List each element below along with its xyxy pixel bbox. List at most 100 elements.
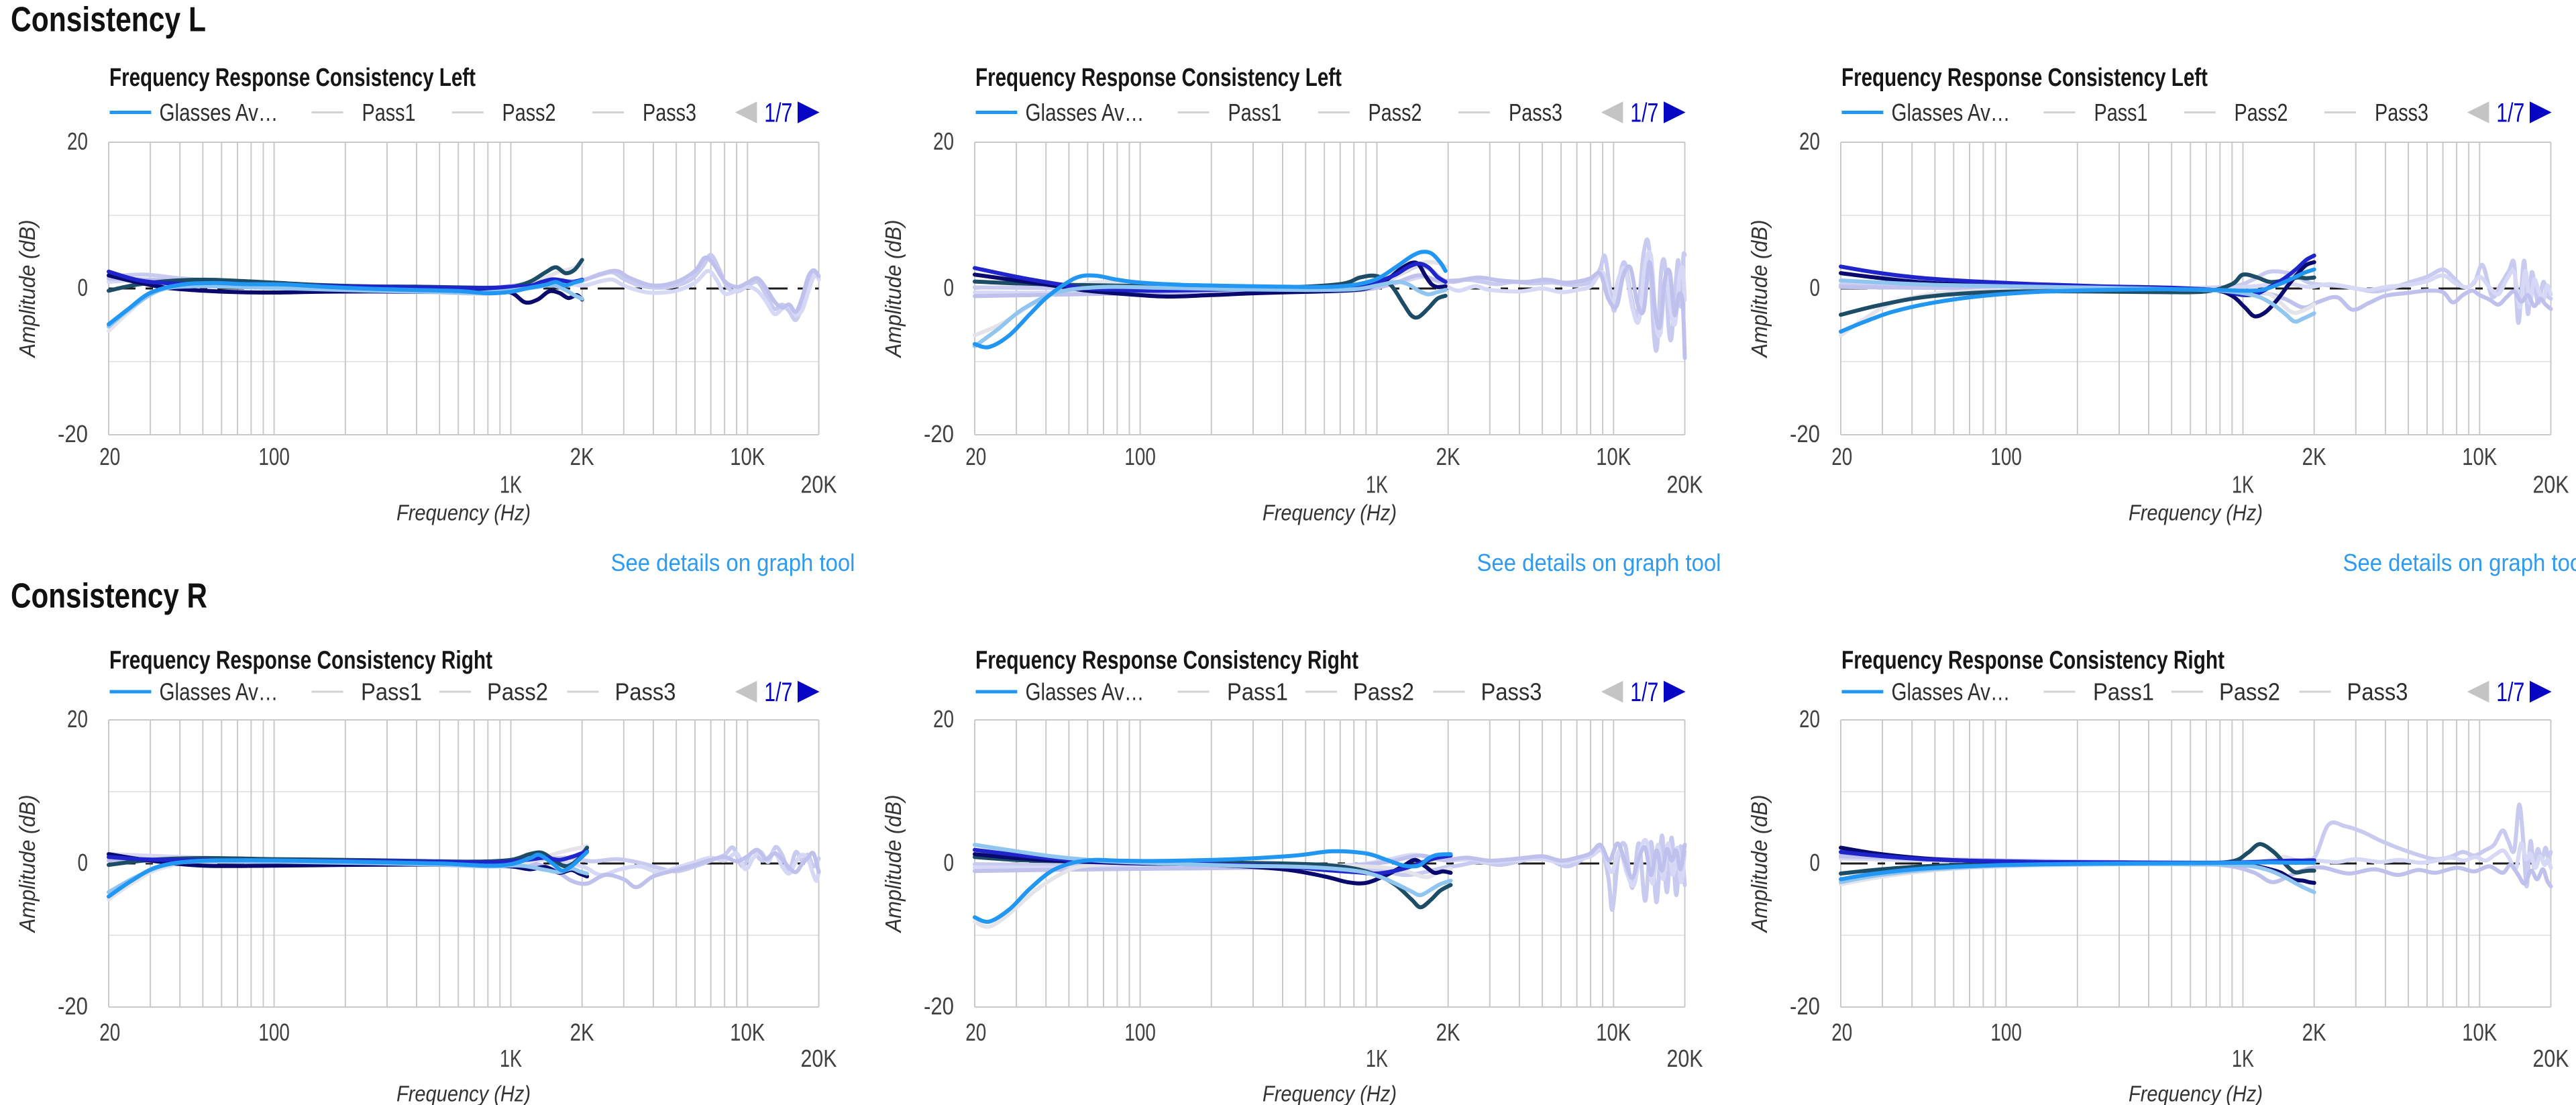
svg-text:Consistency R: Consistency R <box>11 577 207 616</box>
svg-text:Consistency L: Consistency L <box>11 1 206 40</box>
svg-text:1/7: 1/7 <box>764 99 792 128</box>
svg-text:1K: 1K <box>1366 471 1388 498</box>
svg-text:10K: 10K <box>730 443 765 470</box>
svg-text:Frequency Response Consistency: Frequency Response Consistency Left <box>975 64 1342 92</box>
svg-text:See details on graph tool: See details on graph tool <box>1477 549 1721 576</box>
svg-text:100: 100 <box>258 443 290 470</box>
svg-text:0: 0 <box>944 849 955 876</box>
svg-text:Amplitude (dB): Amplitude (dB) <box>881 795 906 934</box>
svg-text:0: 0 <box>1810 849 1821 876</box>
svg-text:0: 0 <box>78 274 89 301</box>
svg-text:Glasses Av…: Glasses Av… <box>1026 99 1144 126</box>
svg-text:Frequency Response Consistency: Frequency Response Consistency Right <box>1841 647 2224 675</box>
svg-text:10K: 10K <box>2462 443 2497 470</box>
svg-text:Frequency Response Consistency: Frequency Response Consistency Left <box>109 64 476 92</box>
svg-text:Pass2: Pass2 <box>2235 99 2288 126</box>
svg-text:Pass3: Pass3 <box>1509 99 1562 126</box>
svg-text:Glasses Av…: Glasses Av… <box>160 99 278 126</box>
svg-text:Glasses Av…: Glasses Av… <box>1892 99 2010 126</box>
svg-text:1/7: 1/7 <box>1630 678 1658 707</box>
svg-text:Pass1: Pass1 <box>1228 99 1282 126</box>
svg-text:1K: 1K <box>2232 1045 2254 1072</box>
svg-text:Pass1: Pass1 <box>1227 678 1288 706</box>
svg-text:0: 0 <box>1810 274 1821 301</box>
svg-text:-20: -20 <box>924 992 954 1020</box>
svg-text:100: 100 <box>1990 1018 2022 1046</box>
svg-text:Frequency (Hz): Frequency (Hz) <box>2129 1082 2263 1105</box>
svg-text:1/7: 1/7 <box>2496 99 2524 128</box>
svg-text:Frequency Response Consistency: Frequency Response Consistency Right <box>109 647 492 675</box>
svg-text:Amplitude (dB): Amplitude (dB) <box>15 795 40 934</box>
svg-text:20K: 20K <box>2533 471 2569 498</box>
svg-text:1/7: 1/7 <box>764 678 792 707</box>
svg-text:See details on graph tool: See details on graph tool <box>611 549 855 576</box>
svg-text:20: 20 <box>99 443 120 470</box>
svg-text:100: 100 <box>258 1018 290 1046</box>
svg-text:Frequency (Hz): Frequency (Hz) <box>396 1082 531 1105</box>
svg-text:See details on graph tool: See details on graph tool <box>2343 549 2576 576</box>
svg-text:Pass1: Pass1 <box>361 678 422 706</box>
svg-text:20: 20 <box>1799 705 1820 733</box>
svg-text:-20: -20 <box>58 420 88 448</box>
svg-text:Pass3: Pass3 <box>2347 678 2408 706</box>
svg-text:Pass2: Pass2 <box>487 678 548 706</box>
svg-text:2K: 2K <box>2302 443 2326 470</box>
svg-text:20: 20 <box>67 705 88 733</box>
svg-text:Amplitude (dB): Amplitude (dB) <box>881 220 906 359</box>
svg-text:Pass1: Pass1 <box>362 99 416 126</box>
svg-text:Frequency Response Consistency: Frequency Response Consistency Left <box>1841 64 2208 92</box>
svg-text:1K: 1K <box>2232 471 2254 498</box>
svg-text:1K: 1K <box>500 1045 522 1072</box>
svg-text:Pass3: Pass3 <box>2375 99 2428 126</box>
svg-text:1K: 1K <box>1366 1045 1388 1072</box>
svg-text:20: 20 <box>933 127 954 155</box>
svg-text:10K: 10K <box>2462 1018 2497 1046</box>
svg-text:1K: 1K <box>500 471 522 498</box>
svg-text:Frequency (Hz): Frequency (Hz) <box>1263 1082 1397 1105</box>
svg-text:Frequency (Hz): Frequency (Hz) <box>396 501 531 525</box>
svg-text:2K: 2K <box>1436 443 1460 470</box>
svg-text:Pass2: Pass2 <box>1353 678 1414 706</box>
svg-text:Glasses Av…: Glasses Av… <box>1892 678 2010 706</box>
svg-text:2K: 2K <box>570 1018 594 1046</box>
svg-text:20: 20 <box>99 1018 120 1046</box>
svg-text:20: 20 <box>965 1018 986 1046</box>
svg-text:20K: 20K <box>2533 1045 2569 1072</box>
svg-text:Pass1: Pass1 <box>2094 99 2148 126</box>
svg-text:20: 20 <box>933 705 954 733</box>
svg-text:20: 20 <box>1831 1018 1852 1046</box>
svg-text:Glasses Av…: Glasses Av… <box>160 678 278 706</box>
svg-text:Pass2: Pass2 <box>1368 99 1422 126</box>
svg-text:20K: 20K <box>801 1045 837 1072</box>
svg-text:Pass3: Pass3 <box>615 678 676 706</box>
svg-text:Pass2: Pass2 <box>2219 678 2280 706</box>
svg-text:20: 20 <box>965 443 986 470</box>
svg-text:Frequency Response Consistency: Frequency Response Consistency Right <box>975 647 1358 675</box>
svg-text:-20: -20 <box>1790 420 1820 448</box>
svg-text:100: 100 <box>1990 443 2022 470</box>
svg-text:100: 100 <box>1124 443 1156 470</box>
svg-text:20: 20 <box>67 127 88 155</box>
svg-text:20K: 20K <box>801 471 837 498</box>
svg-text:0: 0 <box>944 274 955 301</box>
svg-text:Frequency (Hz): Frequency (Hz) <box>2129 501 2263 525</box>
svg-text:20K: 20K <box>1667 1045 1703 1072</box>
svg-text:2K: 2K <box>1436 1018 1460 1046</box>
svg-text:20: 20 <box>1799 127 1820 155</box>
svg-text:Amplitude (dB): Amplitude (dB) <box>1747 220 1772 359</box>
svg-text:10K: 10K <box>730 1018 765 1046</box>
svg-text:1/7: 1/7 <box>2496 678 2524 707</box>
svg-text:Pass2: Pass2 <box>502 99 556 126</box>
svg-text:Frequency (Hz): Frequency (Hz) <box>1263 501 1397 525</box>
svg-text:-20: -20 <box>924 420 954 448</box>
svg-text:1/7: 1/7 <box>1630 99 1658 128</box>
svg-text:Pass3: Pass3 <box>1481 678 1542 706</box>
svg-text:2K: 2K <box>570 443 594 470</box>
svg-text:20: 20 <box>1831 443 1852 470</box>
svg-text:10K: 10K <box>1596 1018 1631 1046</box>
svg-text:100: 100 <box>1124 1018 1156 1046</box>
svg-text:Pass3: Pass3 <box>643 99 696 126</box>
svg-text:20K: 20K <box>1667 471 1703 498</box>
svg-text:Amplitude (dB): Amplitude (dB) <box>15 220 40 359</box>
svg-text:-20: -20 <box>1790 992 1820 1020</box>
